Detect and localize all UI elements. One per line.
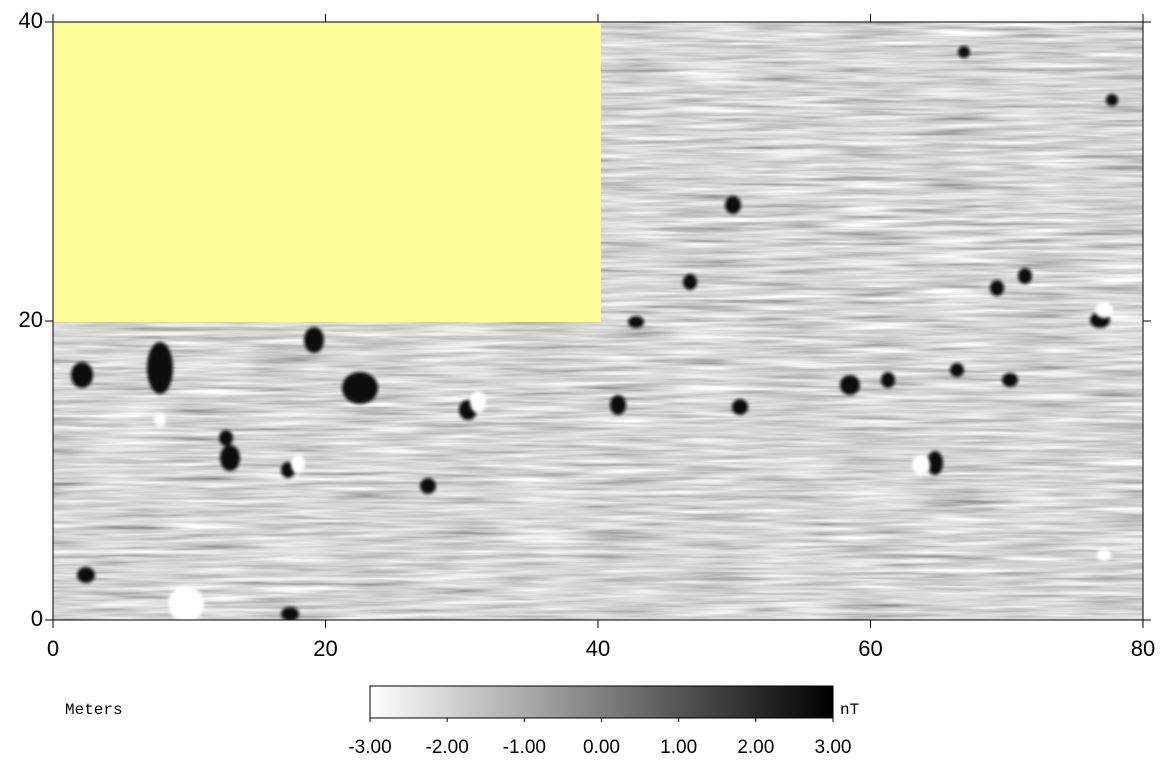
colorbar [369, 685, 834, 719]
x-tick-label: 60 [858, 636, 882, 661]
colorbar-tick-label: -1.00 [503, 737, 546, 758]
y-tick-label: 40 [19, 8, 43, 33]
y-tick-label: 0 [31, 606, 43, 631]
colorbar-tick-label: 3.00 [815, 737, 852, 758]
x-axis-label: Meters [65, 701, 123, 719]
positive-anomalies [154, 302, 1113, 620]
survey-image [53, 22, 1143, 620]
colorbar-tick-label: 0.00 [583, 737, 620, 758]
x-tick-label: 20 [313, 636, 337, 661]
x-tick-label: 40 [586, 636, 610, 661]
colorbar-tick-label: -2.00 [426, 737, 469, 758]
x-tick-label: 0 [47, 636, 59, 661]
y-tick-label: 20 [19, 307, 43, 332]
x-tick-label: 80 [1131, 636, 1155, 661]
colorbar-unit: nT [840, 701, 859, 719]
colorbar-tick-label: 1.00 [660, 737, 697, 758]
anomalies [71, 46, 1118, 620]
colorbar-tick-label: -3.00 [348, 737, 391, 758]
masked-area [53, 22, 601, 322]
colorbar-tick-label: 2.00 [737, 737, 774, 758]
